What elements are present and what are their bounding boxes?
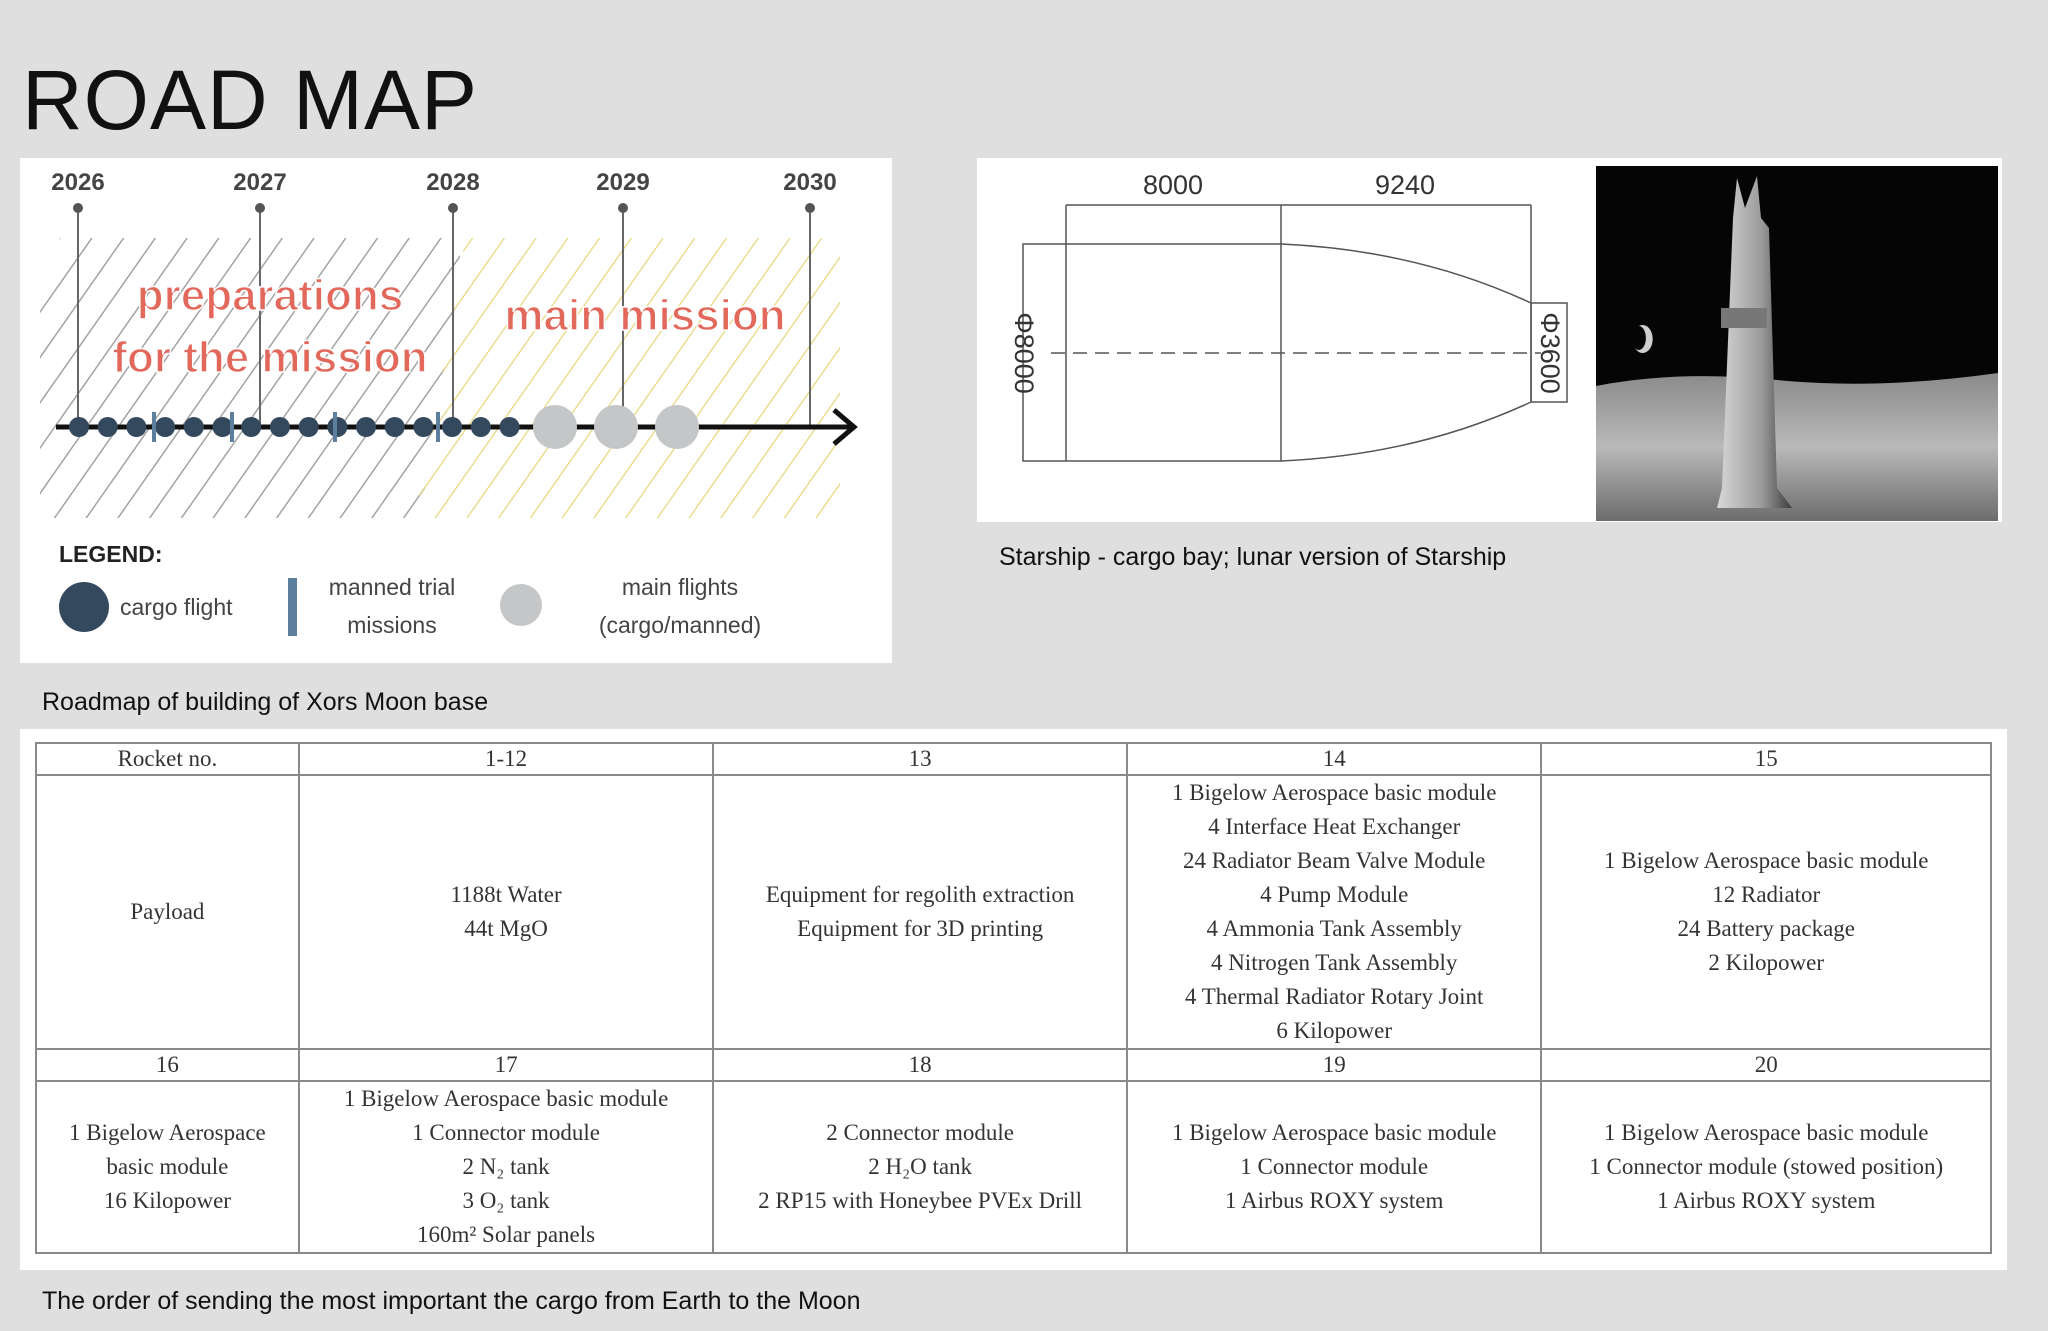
payload-cell: 1 Bigelow Aerospace basic module 1 Conne…: [297, 1080, 715, 1254]
payload-cell: Payload: [35, 774, 300, 1050]
lunar-starship-photo: [1596, 166, 1998, 521]
rocket-number-row: Rocket no. 1-12 13 14 15: [35, 742, 1992, 776]
starship-caption: Starship - cargo bay; lunar version of S…: [999, 543, 1507, 571]
payload-cell: 2 Connector module 2 H₂O tank 2 RP15 wit…: [712, 1080, 1128, 1254]
cargo-table: Rocket no. 1-12 13 14 15 Payload 1188t Water 4…: [35, 742, 1992, 1254]
rocket-number-cell: 1-12: [297, 742, 715, 776]
legend-title: LEGEND:: [59, 541, 163, 567]
year-marker-dot: [448, 203, 458, 213]
main-mission-hatch: [415, 238, 840, 518]
rocket-number-cell: 18: [712, 1048, 1128, 1082]
rocket-number-cell: 13: [712, 742, 1128, 776]
phase-preparation-line2: for the mission: [112, 333, 427, 382]
rocket-number-cell: 17: [297, 1048, 715, 1082]
cargo-flight-dot: [442, 417, 463, 437]
rocket-number-cell: 14: [1125, 742, 1543, 776]
cargo-flight-dot: [327, 417, 348, 437]
rocket-number-cell: 20: [1540, 1048, 1992, 1082]
year-label: 2029: [596, 169, 649, 196]
legend-main-dot: [500, 584, 542, 626]
payload-cell: 1 Bigelow Aerospace basic module 1 Conne…: [1125, 1080, 1543, 1254]
dim-diameter-2: Φ3600: [1535, 312, 1565, 394]
year-label: 2027: [233, 169, 286, 196]
manned-trial-tick: [333, 412, 337, 442]
legend-manned-label-2: missions: [347, 612, 436, 638]
cargo-flight-dot: [298, 417, 319, 437]
cargo-flight-dot: [470, 417, 491, 437]
cargo-flight-dot: [384, 417, 405, 437]
payload-cell: 1 Bigelow Aerospace basic module 4 Inter…: [1125, 774, 1543, 1050]
dim-length-1: 8000: [1143, 170, 1203, 200]
dim-diameter-1: Φ8000: [1009, 312, 1039, 394]
cargo-flight-dot: [413, 417, 434, 437]
phase-labels: preparations for the mission main missio…: [112, 270, 787, 383]
payload-row: 1 Bigelow Aerospace basic module 16 Kilo…: [35, 1080, 1992, 1254]
roadmap-caption: Roadmap of building of Xors Moon base: [42, 688, 489, 716]
payload-cell: 1 Bigelow Aerospace basic module 12 Radi…: [1540, 774, 1992, 1050]
manned-trial-tick: [230, 412, 234, 442]
cargo-table-panel: Rocket no. 1-12 13 14 15 Payload 1188t Water 4…: [20, 729, 2007, 1270]
legend-cargo-dot: [59, 582, 109, 632]
timeline-graphic: 2026 2027 2028 2029 2030 preparations for th…: [40, 169, 858, 638]
main-flight-dot: [533, 405, 577, 449]
starship-panel: 8000 9240 Φ8000 Φ3600: [977, 158, 2002, 522]
legend-main-label-2: (cargo/manned): [599, 612, 761, 638]
year-marker-dot: [805, 203, 815, 213]
nose-tip: [1530, 302, 1568, 403]
cargo-flight-dot: [241, 417, 262, 437]
cargo-flight-dot: [183, 417, 204, 437]
table-caption: The order of sending the most important …: [42, 1287, 861, 1315]
preparation-hatch: [40, 238, 460, 518]
cargo-flight-dot: [155, 417, 176, 437]
payload-cell: 1188t Water 44t MgO: [297, 774, 715, 1050]
legend-main-label-1: main flights: [622, 574, 738, 600]
legend-cargo-label: cargo flight: [120, 594, 233, 620]
phase-preparation-line1: preparations: [137, 271, 404, 320]
year-marker-dot: [618, 203, 628, 213]
legend-manned-label-1: manned trial: [329, 574, 456, 600]
cargo-flight-dot: [499, 417, 520, 437]
payload-row: Payload 1188t Water 44t MgO Equipment for …: [35, 774, 1992, 1050]
cargo-flight-dot: [126, 417, 147, 437]
year-label: 2028: [426, 169, 479, 196]
year-label: 2026: [51, 169, 104, 196]
rocket-number-cell: 16: [35, 1048, 300, 1082]
year-marker-dot: [255, 203, 265, 213]
legend-manned-bar: [288, 578, 297, 636]
main-flight-dot: [594, 405, 638, 449]
year-label: 2030: [783, 169, 836, 196]
payload-cell: 1 Bigelow Aerospace basic module 16 Kilo…: [35, 1080, 300, 1254]
cargo-flight-dot: [269, 417, 290, 437]
earth-crescent: [1635, 325, 1653, 354]
manned-trial-tick: [436, 412, 440, 442]
cargo-flight-dot: [69, 417, 89, 437]
payload-cell: Equipment for regolith extraction Equipm…: [712, 774, 1128, 1050]
page-title: ROAD MAP: [22, 53, 479, 147]
dim-length-2: 9240: [1375, 170, 1435, 200]
cargo-flight-dot: [97, 417, 118, 437]
phase-main: main mission: [504, 291, 785, 340]
payload-cell: 1 Bigelow Aerospace basic module 1 Conne…: [1540, 1080, 1992, 1254]
rocket-number-cell: 15: [1540, 742, 1992, 776]
rocket-number-row: 16 17 18 19 20: [35, 1048, 1992, 1082]
starship-drawing: 8000 9240 Φ8000 Φ3600: [1009, 166, 1998, 521]
starship-silhouette: [1717, 176, 1792, 508]
rocket-number-cell: 19: [1125, 1048, 1543, 1082]
timeline-arrowhead: [832, 408, 858, 446]
manned-trial-tick: [152, 412, 156, 442]
cargo-flight-dot: [356, 417, 376, 437]
header-cell: Rocket no.: [35, 742, 300, 776]
roadmap-timeline: 2026 2027 2028 2029 2030 preparations for th…: [20, 158, 892, 663]
dimension-lines: [1065, 204, 1532, 461]
year-marker-dot: [73, 203, 83, 213]
cargo-flight-dot: [212, 417, 233, 437]
main-flight-dot: [655, 405, 699, 449]
